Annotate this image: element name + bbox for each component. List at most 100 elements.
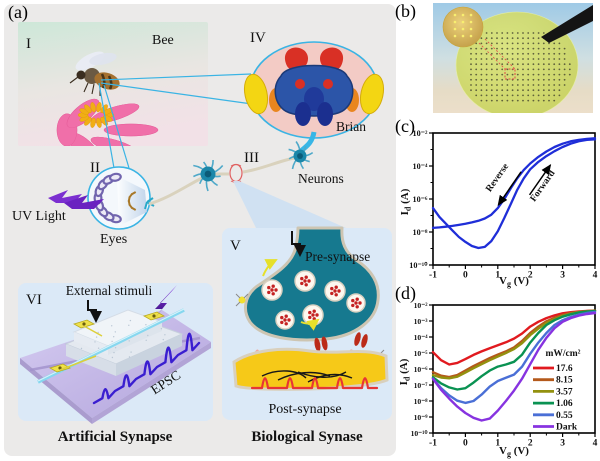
- svg-text:10⁻⁸: 10⁻⁸: [413, 228, 429, 237]
- uv-light-label: UV Light: [12, 209, 66, 224]
- external-stimuli-label: External stimuli: [66, 283, 153, 298]
- pre-synapse-arrow-icon: [291, 231, 306, 257]
- curve-reverse-sweep: [431, 137, 597, 230]
- numeral-vi: VI: [26, 292, 42, 308]
- svg-text:1: 1: [495, 271, 500, 281]
- transfer-curve-chart: -1 0 1 2 3 4 10⁻² 10⁻⁴ 10⁻⁶ 10⁻⁸ 10⁻¹⁰ Reverse Forwa…: [399, 129, 598, 289]
- vesicle-arrow: [300, 318, 320, 331]
- svg-text:10⁻¹⁰: 10⁻¹⁰: [411, 429, 429, 438]
- caption-biological-synapse: Biological Synase: [251, 429, 363, 445]
- device-block: [64, 309, 184, 376]
- legend-label: Dark: [556, 423, 578, 433]
- svg-text:10⁻⁶: 10⁻⁶: [414, 365, 429, 374]
- pre-synapse-label: Pre-synapse: [305, 249, 370, 264]
- brain-inset: [243, 41, 385, 153]
- numeral-iv: IV: [250, 30, 266, 46]
- numeral-i: I: [26, 36, 31, 52]
- curve-forward-sweep: [431, 138, 597, 250]
- biological-synapse-panel: [222, 226, 392, 420]
- post-synapse-label: Post-synapse: [268, 402, 341, 417]
- x-axis-title: Vg (V): [499, 275, 529, 289]
- device-array-dots: [470, 32, 571, 102]
- uv-light-bolt-icon: [48, 190, 104, 209]
- eyes-label: Eyes: [100, 232, 127, 247]
- svg-text:10⁻²: 10⁻²: [413, 129, 429, 138]
- panel-a-label: (a): [8, 2, 28, 22]
- svg-text:mW/cm²: mW/cm²: [545, 349, 580, 359]
- caption-artificial-synapse: Artificial Synapse: [58, 429, 173, 445]
- numeral-iii: III: [244, 150, 259, 166]
- legend-label: 1.06: [556, 399, 573, 409]
- svg-text:3: 3: [560, 271, 565, 281]
- svg-text:10⁻³: 10⁻³: [414, 317, 429, 326]
- svg-text:10⁻⁹: 10⁻⁹: [414, 413, 429, 422]
- y-axis-title: Id (A): [398, 358, 412, 385]
- postsynaptic-spike-train: [250, 377, 379, 390]
- legend-label: 0.55: [556, 411, 573, 421]
- x-axis-title: Vg (V): [499, 445, 529, 459]
- panel-c-label: (c): [395, 116, 415, 136]
- neurons-label: Neurons: [298, 171, 344, 186]
- svg-text:3: 3: [560, 439, 565, 449]
- svg-text:-1: -1: [429, 439, 437, 449]
- svg-text:4: 4: [593, 271, 598, 281]
- laser-bolt-icon: [151, 285, 177, 323]
- photoresponse-chart: -1 0 1 2 3 4 10⁻² 10⁻³ 10⁻⁴ 10⁻⁵ 10⁻⁶ 10⁻⁷ 10⁻⁸ 10⁻⁹ 1…: [398, 301, 598, 459]
- legend-label: 8.15: [556, 376, 573, 386]
- zoom-beam: [233, 181, 346, 228]
- svg-text:10⁻²: 10⁻²: [414, 301, 429, 310]
- synaptic-vesicles: [261, 270, 366, 330]
- connector-lines: [98, 73, 253, 169]
- bee-photo: [18, 22, 208, 146]
- neuron: [288, 141, 314, 170]
- svg-text:2: 2: [528, 271, 533, 281]
- sweep-arrow: [497, 171, 522, 207]
- neuron: [192, 159, 224, 192]
- postsynaptic-terminal: [232, 347, 389, 391]
- legend-label: 3.57: [556, 387, 573, 397]
- sweep-annotation: Forward: [529, 168, 558, 204]
- electrode-pads: [48, 311, 166, 373]
- svg-text:10⁻⁷: 10⁻⁷: [414, 381, 429, 390]
- light-cone: [117, 176, 147, 226]
- svg-text:10⁻⁴: 10⁻⁴: [414, 333, 429, 342]
- svg-text:0: 0: [463, 271, 468, 281]
- svg-text:4: 4: [593, 439, 598, 449]
- svg-text:10⁻⁴: 10⁻⁴: [413, 162, 429, 171]
- device-closeup-inset: [442, 6, 484, 48]
- stimuli-arrow-icon: [87, 300, 102, 323]
- curve-1-06: [431, 309, 597, 391]
- vesicle-arrow: [262, 259, 278, 277]
- y-axis-title: Id (A): [399, 188, 413, 215]
- inset-electrode-dots: [453, 13, 473, 38]
- brain-label: Brian: [336, 119, 366, 134]
- chart-legend: mW/cm² 17.6 8.153.57 1.06 0.55 Dark: [533, 349, 581, 433]
- ommatidia: [93, 172, 122, 224]
- sweep-arrow: [528, 163, 552, 196]
- svg-text:10⁻⁸: 10⁻⁸: [414, 397, 429, 406]
- panel-a-schematic: I Bee IV Brian II UV Light Eyes III Neur…: [4, 4, 396, 456]
- panel-b-photo: [433, 3, 593, 113]
- zoom-region-box: [504, 68, 516, 80]
- numeral-ii: II: [90, 160, 100, 176]
- legend-label: 17.6: [556, 364, 573, 374]
- flower-stamens: [77, 102, 115, 128]
- curve-dark: [431, 311, 597, 422]
- tweezers: [541, 5, 593, 43]
- eye-inset: [87, 166, 155, 230]
- svg-text:10⁻¹⁰: 10⁻¹⁰: [409, 261, 428, 270]
- panel-d-label: (d): [395, 283, 416, 303]
- svg-text:1: 1: [495, 439, 500, 449]
- svg-text:2: 2: [528, 439, 533, 449]
- numeral-v: V: [230, 238, 241, 254]
- svg-text:10⁻⁶: 10⁻⁶: [413, 195, 429, 204]
- bee-label: Bee: [152, 33, 174, 48]
- svg-text:0: 0: [463, 439, 468, 449]
- panel-b-label: (b): [395, 1, 416, 21]
- epsc-waveform: [92, 332, 201, 405]
- artificial-synapse-panel: [18, 283, 213, 424]
- retinula-dashes: [127, 191, 137, 211]
- svg-text:10⁻⁵: 10⁻⁵: [414, 349, 429, 358]
- svg-text:-1: -1: [429, 271, 437, 281]
